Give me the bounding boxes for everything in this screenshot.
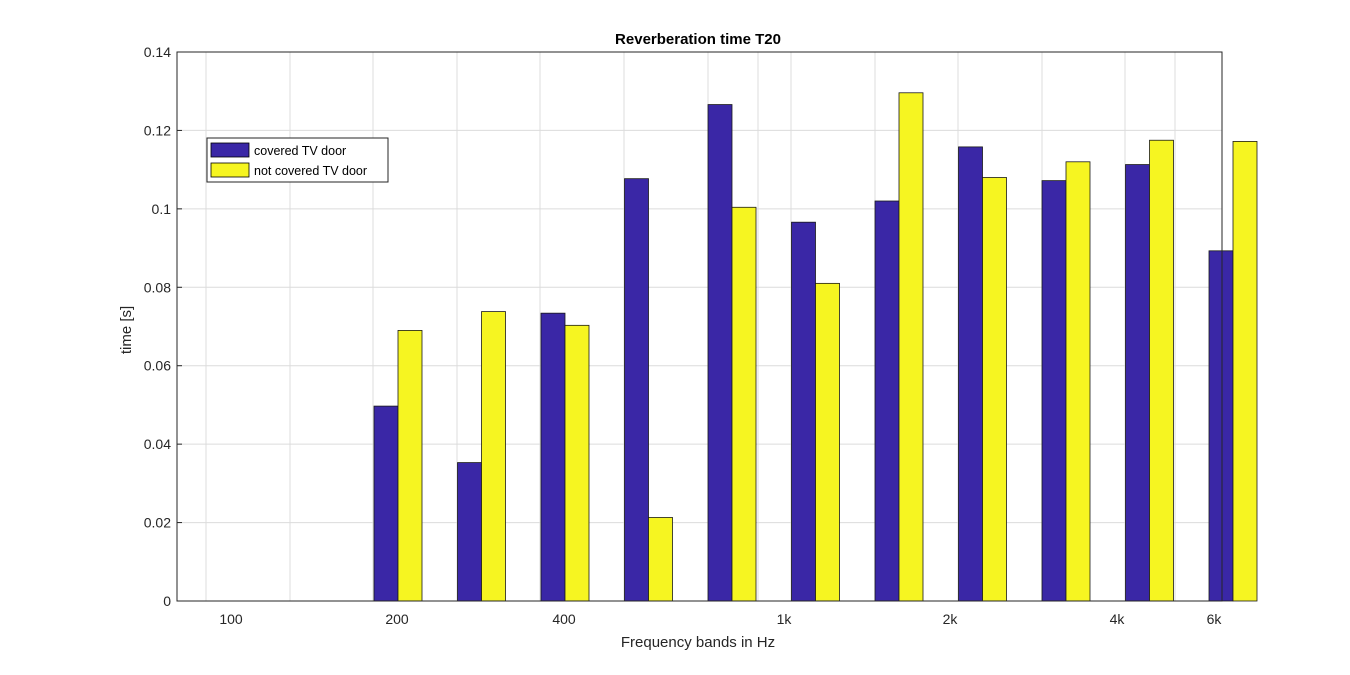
x-tick-label: 400: [552, 611, 576, 627]
bar-covered: [457, 462, 482, 602]
bar-not-covered: [1149, 139, 1174, 602]
x-tick-label: 1k: [777, 611, 793, 627]
chart-title: Reverberation time T20: [615, 31, 781, 48]
y-tick-label: 0.12: [144, 122, 171, 138]
x-tick-label: 6k: [1207, 611, 1223, 627]
x-tick-label: 2k: [943, 611, 959, 627]
bar-covered: [540, 312, 566, 602]
y-tick-label: 0: [163, 593, 171, 609]
y-axis-ticks: 0 0.02 0.04 0.06 0.08 0.1 0.12 0.14: [144, 44, 182, 609]
bar-not-covered: [648, 517, 673, 602]
legend-label-covered: covered TV door: [254, 144, 346, 158]
y-tick-label: 0.06: [144, 358, 171, 374]
x-tick-label: 4k: [1110, 611, 1126, 627]
bars: [373, 92, 1258, 602]
legend-swatch-covered: [210, 142, 250, 158]
bar-not-covered: [1232, 141, 1258, 602]
bar-not-covered: [982, 177, 1007, 602]
bar-covered: [1125, 164, 1150, 602]
y-tick-label: 0.14: [144, 44, 171, 60]
bar-not-covered: [815, 282, 840, 602]
bar-covered: [874, 200, 900, 602]
bar-not-covered: [397, 330, 423, 602]
legend: covered TV door not covered TV door: [206, 137, 389, 183]
bar-not-covered: [481, 311, 506, 602]
y-tick-label: 0.08: [144, 279, 171, 295]
x-axis-label: Frequency bands in Hz: [621, 634, 775, 651]
bar-covered: [1208, 250, 1234, 602]
bar-covered: [707, 104, 733, 602]
x-tick-label: 100: [219, 611, 243, 627]
bar-not-covered: [564, 324, 590, 602]
bar-not-covered: [731, 206, 757, 602]
bar-covered: [791, 221, 816, 602]
bar-covered: [373, 405, 399, 602]
plot-frame: [176, 51, 1223, 602]
x-axis-ticks: 100 200 400 1k 2k 4k 6k: [219, 611, 1222, 627]
y-tick-label: 0.1: [152, 201, 172, 217]
x-tick-label: 200: [385, 611, 409, 627]
bar-covered: [958, 146, 983, 602]
y-axis-label: time [s]: [118, 306, 135, 354]
bar-covered: [1041, 180, 1067, 602]
bar-not-covered: [1065, 161, 1091, 602]
legend-label-not-covered: not covered TV door: [254, 164, 367, 178]
bar-covered: [624, 178, 649, 602]
y-tick-label: 0.04: [144, 436, 171, 452]
legend-swatch-not-covered: [210, 162, 250, 178]
bar-not-covered: [898, 92, 924, 602]
y-tick-label: 0.02: [144, 515, 171, 531]
